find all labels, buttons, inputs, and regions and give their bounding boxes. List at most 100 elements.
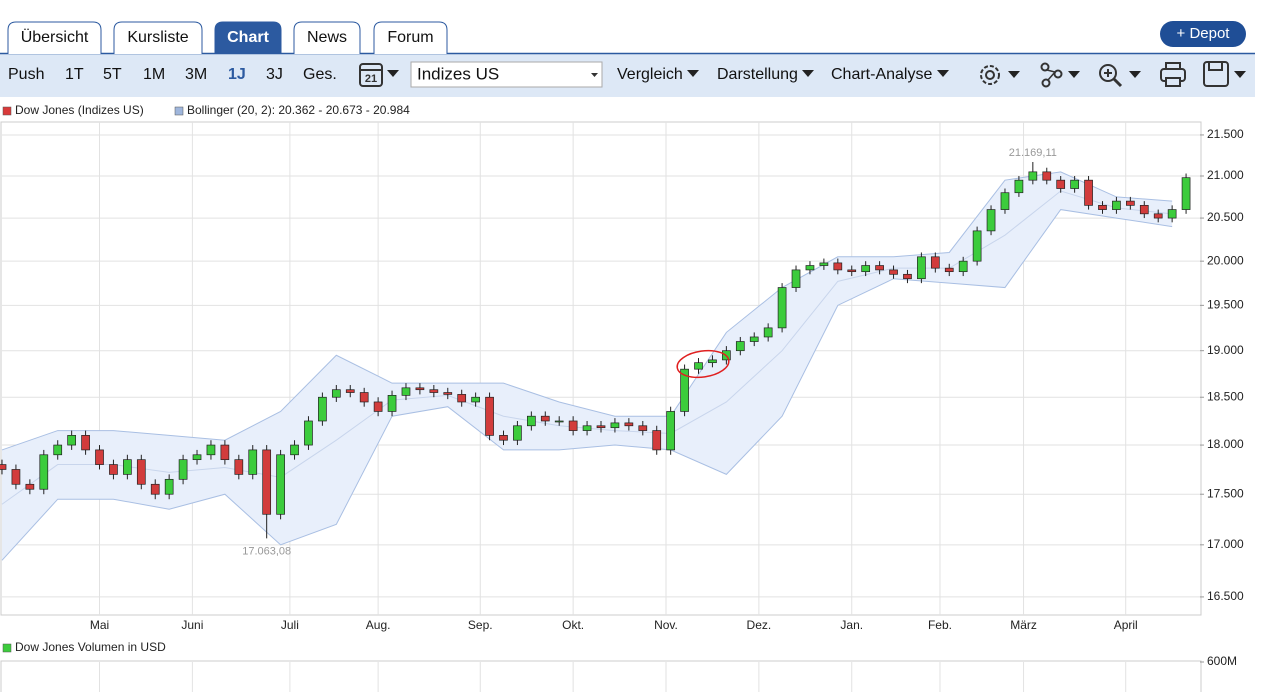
candle-body [290, 444, 299, 456]
tab[interactable] [293, 21, 361, 54]
zoom-icon[interactable] [1099, 64, 1117, 82]
tab-label[interactable]: Übersicht [21, 28, 89, 46]
legend-label: Dow Jones (Indizes US) [15, 103, 144, 117]
legend-swatch [2, 643, 12, 653]
dropdown-arrow [1008, 71, 1020, 78]
candle-body [972, 230, 982, 262]
x-tick-label: April [1114, 618, 1138, 632]
settings-button[interactable] [980, 65, 1020, 85]
candle-body [429, 389, 439, 393]
candle-body [248, 449, 258, 475]
y-tick-label: 20.000 [1207, 253, 1244, 267]
candle-body [11, 469, 21, 485]
tab-label[interactable]: Chart [227, 29, 269, 46]
candle-body [359, 392, 369, 403]
candle-body [610, 422, 620, 429]
candle-body [986, 209, 996, 232]
index-select[interactable]: Indizes US [410, 61, 603, 88]
candle-body [819, 262, 829, 266]
volume-area [0, 660, 1202, 692]
tab[interactable] [373, 21, 448, 54]
bollinger-upper [1, 171, 1173, 451]
dropdown-arrow [1129, 71, 1141, 78]
range-button[interactable]: 3J [266, 66, 283, 83]
select-value[interactable]: Indizes US [417, 64, 499, 83]
candle-body [694, 362, 703, 370]
candle-body [331, 389, 341, 398]
tab-label[interactable]: Kursliste [127, 29, 188, 46]
price-chart: Dow Jones (Indizes US) Bollinger (20, 2):… [0, 103, 1244, 692]
calendar-icon[interactable] [359, 63, 383, 87]
y-tick-label: 18.500 [1207, 389, 1244, 403]
candle-body [1070, 179, 1079, 189]
range-button[interactable]: Ges. [303, 66, 337, 83]
x-tick-label: Okt. [562, 618, 584, 632]
candle-body [318, 396, 327, 422]
print-button[interactable] [1160, 62, 1186, 87]
tab[interactable] [113, 21, 203, 54]
x-tick-label: Feb. [928, 618, 952, 632]
depot-button-label[interactable]: + Depot [1177, 25, 1231, 42]
gear-icon[interactable] [980, 65, 1000, 85]
depot-button[interactable]: + Depot [1160, 21, 1246, 47]
candle-body [0, 464, 7, 470]
indicator-button[interactable] [1040, 62, 1081, 88]
extreme-label: 21.169,11 [1009, 147, 1057, 159]
candle-body [554, 420, 564, 423]
candle-body [164, 478, 174, 495]
x-tick-label: Mai [90, 618, 109, 632]
depot-button-bg[interactable] [1160, 21, 1246, 47]
range-button[interactable]: 1T [65, 66, 84, 83]
y-tick-label: 20.500 [1207, 210, 1244, 224]
candle-body [708, 359, 717, 364]
candle-body [526, 415, 536, 427]
print-paper [1165, 62, 1181, 70]
candle-body [373, 401, 383, 412]
candle-body [1028, 171, 1038, 181]
candle-body [791, 269, 801, 288]
candle-body [485, 396, 494, 436]
menu[interactable]: Chart-Analyse [831, 66, 932, 83]
x-tick-label: Juni [181, 618, 203, 632]
menu[interactable]: Vergleich [617, 66, 683, 83]
candle-body [568, 420, 578, 431]
tab[interactable] [214, 21, 282, 54]
candle-body [861, 265, 871, 273]
tab-label[interactable]: Forum [387, 29, 433, 46]
bollinger-lower [1, 209, 1173, 561]
range-button[interactable]: 1J [228, 66, 246, 83]
tab[interactable] [7, 21, 102, 54]
y-tick-label: 17.000 [1207, 537, 1244, 551]
range-button[interactable]: 3M [185, 66, 207, 83]
candle-body [1181, 177, 1191, 210]
candle-body [889, 269, 898, 275]
select-box[interactable] [410, 61, 603, 88]
save-button[interactable] [1203, 61, 1246, 87]
x-tick-label: Nov. [654, 618, 678, 632]
calendar-button[interactable]: 21 [359, 63, 399, 87]
candle-body [582, 425, 592, 431]
dropdown-arrow [1234, 71, 1246, 78]
range-button[interactable]: 1M [143, 66, 165, 83]
candle-body [192, 454, 202, 461]
menu[interactable]: Darstellung [717, 66, 798, 83]
range-button[interactable]: Push [8, 66, 44, 83]
zoom-button[interactable] [1099, 64, 1141, 88]
candle-body [1112, 200, 1121, 210]
candle-body [1167, 209, 1177, 219]
node-links [1046, 69, 1057, 81]
candle-body [53, 444, 63, 456]
x-tick-label: Aug. [366, 618, 391, 632]
candle-body [136, 459, 146, 485]
candle-body [150, 483, 160, 495]
candle-body [540, 415, 550, 422]
node-icon[interactable] [1040, 62, 1050, 72]
candle-body [1125, 200, 1135, 206]
dropdown-arrow [802, 70, 814, 77]
tab-label[interactable]: News [307, 29, 347, 46]
y-tick-label: 19.000 [1207, 343, 1244, 357]
x-tick-label: Sep. [468, 618, 493, 632]
range-button[interactable]: 5T [103, 66, 122, 83]
candle-body [471, 396, 480, 403]
